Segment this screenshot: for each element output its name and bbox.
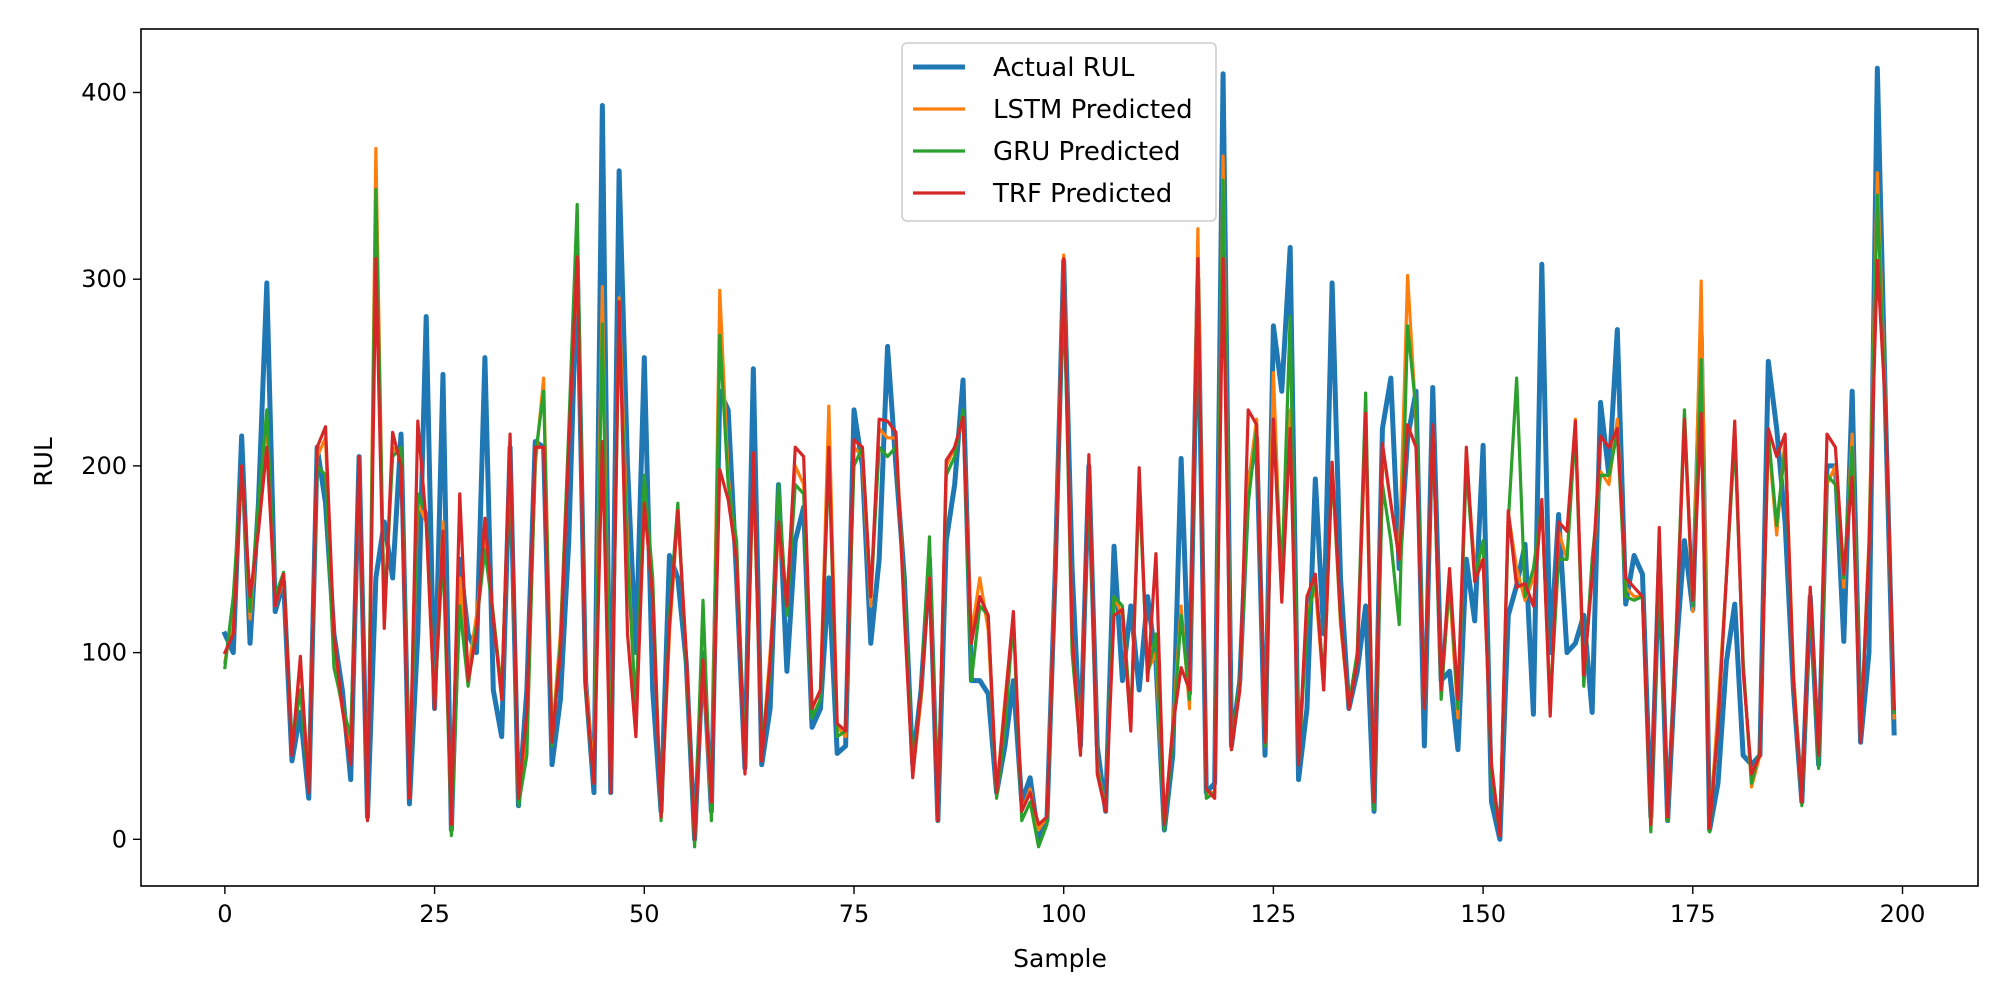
legend-label-1: LSTM Predicted [993, 95, 1193, 125]
plot-frame [140, 28, 1979, 887]
x-tick-label: 150 [1460, 900, 1506, 928]
y-tick-label: 300 [81, 265, 127, 293]
x-axis: 0 25 50 75 100 125 150 175 200 [217, 886, 1925, 928]
x-tick-label: 50 [629, 900, 660, 928]
x-axis-label: Sample [1013, 944, 1107, 973]
series-line-3 [222, 255, 1896, 841]
x-tick-label: 175 [1670, 900, 1716, 928]
legend: Actual RUL LSTM Predicted GRU Predicted TRF… [901, 42, 1217, 222]
x-tick-label: 125 [1250, 900, 1296, 928]
series-layer [221, 65, 1897, 849]
legend-label-0: Actual RUL [993, 53, 1135, 83]
y-axis: 0 100 200 300 400 [81, 78, 141, 853]
legend-box [901, 42, 1217, 222]
x-tick-label: 75 [839, 900, 870, 928]
x-tick-label: 25 [419, 900, 450, 928]
y-tick-label: 200 [81, 452, 127, 480]
x-tick-label: 100 [1041, 900, 1087, 928]
x-tick-label: 200 [1880, 900, 1926, 928]
y-tick-label: 0 [112, 825, 127, 853]
y-tick-label: 100 [81, 639, 127, 667]
y-tick-label: 400 [81, 78, 127, 106]
legend-label-2: GRU Predicted [993, 137, 1181, 167]
y-axis-label: RUL [29, 437, 58, 487]
legend-label-3: TRF Predicted [992, 179, 1172, 209]
x-tick-label: 0 [217, 900, 232, 928]
